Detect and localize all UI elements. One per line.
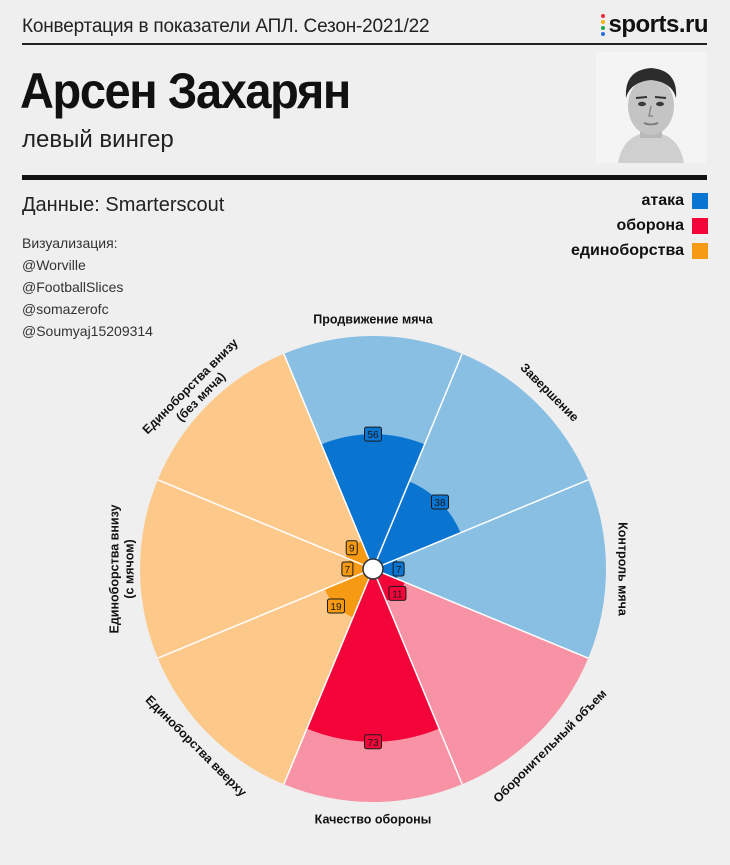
value-label: 11: [388, 585, 407, 601]
legend-item-duels: единоборства: [570, 242, 708, 259]
legend-swatch: [692, 218, 708, 234]
header-title: Конвертация в показатели АПЛ. Сезон-2021…: [22, 16, 430, 37]
slice-divider: [381, 572, 589, 659]
legend-swatch: [692, 243, 708, 259]
slice-background: [139, 479, 364, 659]
legend-swatch: [692, 193, 708, 209]
svg-text:38: 38: [434, 498, 446, 509]
slice-divider: [381, 479, 589, 566]
credits: Визуализация: @Worville @FootballSlices …: [22, 232, 153, 342]
value-slice: [306, 578, 440, 742]
slice-background: [157, 353, 370, 566]
value-label: 56: [364, 426, 382, 442]
category-label: Контроль мяча: [616, 522, 630, 617]
credit-handle: @Worville: [22, 257, 86, 273]
slice-background: [157, 572, 370, 785]
brand-logo: sports.ru: [601, 11, 708, 39]
slice-divider: [157, 479, 365, 566]
value-label: 38: [430, 494, 449, 510]
header-divider: [22, 175, 707, 180]
value-slice: [321, 434, 425, 560]
legend-label: единоборства: [570, 242, 684, 259]
value-label: 19: [326, 598, 345, 614]
category-label: Продвижение мяча: [313, 312, 434, 326]
credit-handle: @FootballSlices: [22, 279, 124, 295]
svg-text:19: 19: [330, 602, 342, 613]
svg-text:7: 7: [345, 565, 351, 576]
svg-text:9: 9: [349, 544, 355, 555]
svg-text:73: 73: [367, 738, 379, 749]
player-position: левый вингер: [22, 126, 174, 153]
player-portrait-icon: [596, 52, 706, 163]
credits-title: Визуализация:: [22, 235, 118, 251]
header-rule: [22, 43, 707, 45]
category-label: Единоборства внизу(с мячом): [108, 504, 137, 633]
legend-item-attack: атака: [571, 192, 708, 209]
player-photo: [596, 52, 706, 163]
slice-divider: [376, 353, 463, 561]
credit-handle: @somazerofc: [22, 301, 109, 317]
legend-item-defense: оборона: [571, 217, 708, 234]
credit-handle: @Soumyaj15209314: [22, 323, 153, 339]
value-label: 7: [392, 561, 405, 577]
value-label: 7: [341, 561, 354, 577]
svg-text:11: 11: [392, 589, 403, 600]
chart-center: [362, 558, 384, 580]
brand-dots-icon: [601, 14, 606, 36]
value-slice: [324, 572, 370, 618]
player-name: Арсен Захарян: [20, 63, 351, 119]
slice-divider: [376, 577, 463, 785]
slice-divider: [283, 353, 370, 561]
legend: атака оборона единоборства: [570, 192, 708, 268]
svg-text:7: 7: [396, 565, 402, 576]
value-label: 73: [364, 734, 382, 750]
svg-text:56: 56: [367, 430, 379, 441]
data-source: Данные: Smarterscout: [22, 194, 225, 216]
slice-background: [382, 479, 606, 659]
value-label: 9: [345, 540, 358, 556]
slice-background: [376, 572, 589, 785]
legend-label: оборона: [616, 217, 684, 234]
slice-divider: [157, 572, 365, 659]
brand-name: sports.ru: [608, 11, 708, 38]
category-label: Качество обороны: [315, 812, 432, 826]
slice-divider: [283, 577, 370, 785]
legend-label: атака: [641, 192, 684, 209]
